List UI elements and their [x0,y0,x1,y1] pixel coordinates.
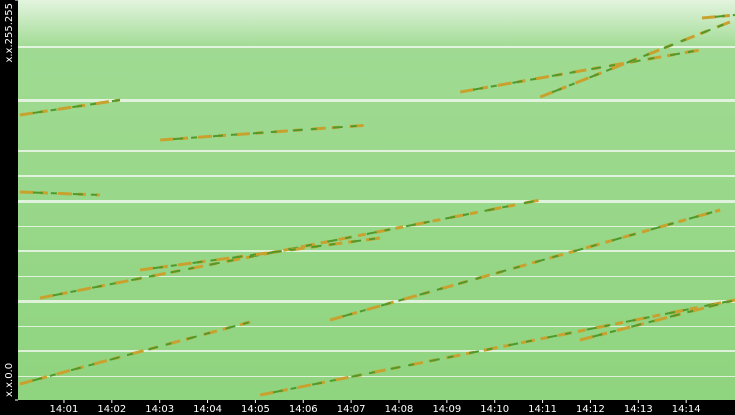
x-tick-label: 14:10 [480,404,509,415]
streak [259,298,735,397]
x-tick-label: 14:05 [241,404,270,415]
plot-area [18,0,735,400]
x-tick-label: 14:01 [50,404,79,415]
x-tick-label: 14:14 [672,404,701,415]
x-tick-label: 14:06 [289,404,318,415]
x-tick-label: 14:09 [432,404,461,415]
empty-bands [18,46,735,377]
streak-shade [19,99,121,116]
streak [701,13,735,20]
streak [19,320,251,386]
streak [329,208,721,322]
x-tick-label: 14:04 [193,404,222,415]
x-axis-strip [0,400,735,415]
x-tick-label: 14:12 [576,404,605,415]
x-tick-label: 14:08 [385,404,414,415]
streak-shade [329,209,721,321]
x-tick-label: 14:07 [337,404,366,415]
y-axis-strip [0,0,18,415]
streak-shade [160,123,370,141]
streak [139,236,381,272]
x-tick-label: 14:13 [624,404,653,415]
x-tick-label: 14:11 [528,404,557,415]
x-tick-label: 14:02 [97,404,126,415]
streak-shade [539,19,735,98]
x-tick-label: 14:03 [145,404,174,415]
streak [579,298,735,342]
y-tick-label: x.x.255.255 [4,3,15,63]
streak-shade [701,14,735,19]
y-tick-label: x.x.0.0 [4,363,15,397]
streak [19,98,121,117]
streak [460,48,701,94]
streak-shade [19,191,100,196]
streak-shade [579,299,735,341]
